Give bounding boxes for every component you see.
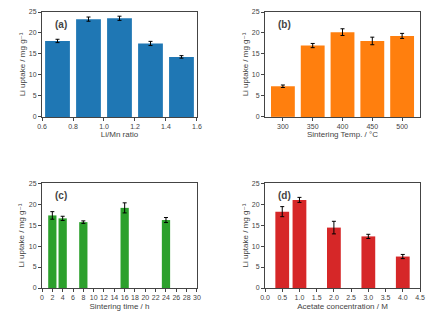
svg-text:24: 24 <box>162 294 170 301</box>
svg-text:20: 20 <box>141 294 149 301</box>
svg-text:15: 15 <box>29 50 37 57</box>
svg-text:20: 20 <box>252 201 260 208</box>
svg-text:500: 500 <box>396 123 408 130</box>
svg-text:10: 10 <box>29 243 37 250</box>
svg-text:0: 0 <box>256 113 260 120</box>
svg-text:Li uptake / mg g⁻¹: Li uptake / mg g⁻¹ <box>18 32 27 96</box>
svg-text:(c): (c) <box>55 190 67 201</box>
svg-text:10: 10 <box>90 294 98 301</box>
svg-text:5: 5 <box>33 92 37 99</box>
svg-text:30: 30 <box>193 294 201 301</box>
svg-text:14: 14 <box>110 294 118 301</box>
svg-text:28: 28 <box>183 294 191 301</box>
svg-text:20: 20 <box>29 201 37 208</box>
svg-text:1.6: 1.6 <box>192 123 202 130</box>
svg-text:Li uptake / mg g⁻¹: Li uptake / mg g⁻¹ <box>241 203 250 267</box>
svg-text:5: 5 <box>256 263 260 270</box>
svg-text:18: 18 <box>131 294 139 301</box>
svg-text:25: 25 <box>29 8 37 15</box>
svg-text:0: 0 <box>40 294 44 301</box>
svg-text:450: 450 <box>366 123 378 130</box>
svg-text:12: 12 <box>100 294 108 301</box>
svg-text:15: 15 <box>252 50 260 57</box>
svg-text:4.5: 4.5 <box>415 294 425 301</box>
svg-text:(a): (a) <box>55 19 67 30</box>
svg-text:1.2: 1.2 <box>130 123 140 130</box>
svg-text:0: 0 <box>256 284 260 291</box>
svg-text:Sintering Temp. / °C: Sintering Temp. / °C <box>307 130 378 139</box>
svg-text:Li uptake / mg g⁻¹: Li uptake / mg g⁻¹ <box>241 32 250 96</box>
svg-text:Sintering time / h: Sintering time / h <box>89 302 149 311</box>
svg-text:2.5: 2.5 <box>346 294 356 301</box>
svg-text:Acetate concentration / M: Acetate concentration / M <box>297 302 388 311</box>
svg-text:2: 2 <box>50 294 54 301</box>
svg-text:20: 20 <box>252 29 260 36</box>
svg-text:400: 400 <box>337 123 349 130</box>
svg-text:25: 25 <box>252 180 260 187</box>
svg-text:3.0: 3.0 <box>363 294 373 301</box>
svg-text:Li uptake / mg g⁻¹: Li uptake / mg g⁻¹ <box>18 203 27 267</box>
svg-text:22: 22 <box>152 294 160 301</box>
svg-text:4: 4 <box>61 294 65 301</box>
svg-text:2.0: 2.0 <box>329 294 339 301</box>
svg-text:1.4: 1.4 <box>161 123 171 130</box>
svg-text:350: 350 <box>307 123 319 130</box>
svg-text:300: 300 <box>277 123 289 130</box>
svg-text:10: 10 <box>252 71 260 78</box>
svg-text:15: 15 <box>252 222 260 229</box>
svg-text:8: 8 <box>81 294 85 301</box>
svg-text:10: 10 <box>252 243 260 250</box>
svg-text:25: 25 <box>252 8 260 15</box>
svg-text:0.6: 0.6 <box>37 123 47 130</box>
svg-text:25: 25 <box>29 180 37 187</box>
svg-text:0: 0 <box>33 284 37 291</box>
svg-text:3.5: 3.5 <box>381 294 391 301</box>
svg-text:1.0: 1.0 <box>295 294 305 301</box>
svg-text:1.0: 1.0 <box>99 123 109 130</box>
svg-text:1.5: 1.5 <box>312 294 322 301</box>
svg-text:0.8: 0.8 <box>68 123 78 130</box>
svg-text:10: 10 <box>29 71 37 78</box>
svg-text:6: 6 <box>71 294 75 301</box>
svg-text:0: 0 <box>33 113 37 120</box>
svg-text:(d): (d) <box>278 190 291 201</box>
svg-text:(b): (b) <box>278 19 291 30</box>
svg-text:16: 16 <box>121 294 129 301</box>
svg-text:5: 5 <box>33 263 37 270</box>
svg-text:Li/Mn ratio: Li/Mn ratio <box>101 130 139 139</box>
svg-text:4.0: 4.0 <box>398 294 408 301</box>
svg-text:0.0: 0.0 <box>260 294 270 301</box>
svg-text:20: 20 <box>29 29 37 36</box>
svg-text:26: 26 <box>172 294 180 301</box>
svg-text:0.5: 0.5 <box>277 294 287 301</box>
svg-text:15: 15 <box>29 222 37 229</box>
svg-text:5: 5 <box>256 92 260 99</box>
